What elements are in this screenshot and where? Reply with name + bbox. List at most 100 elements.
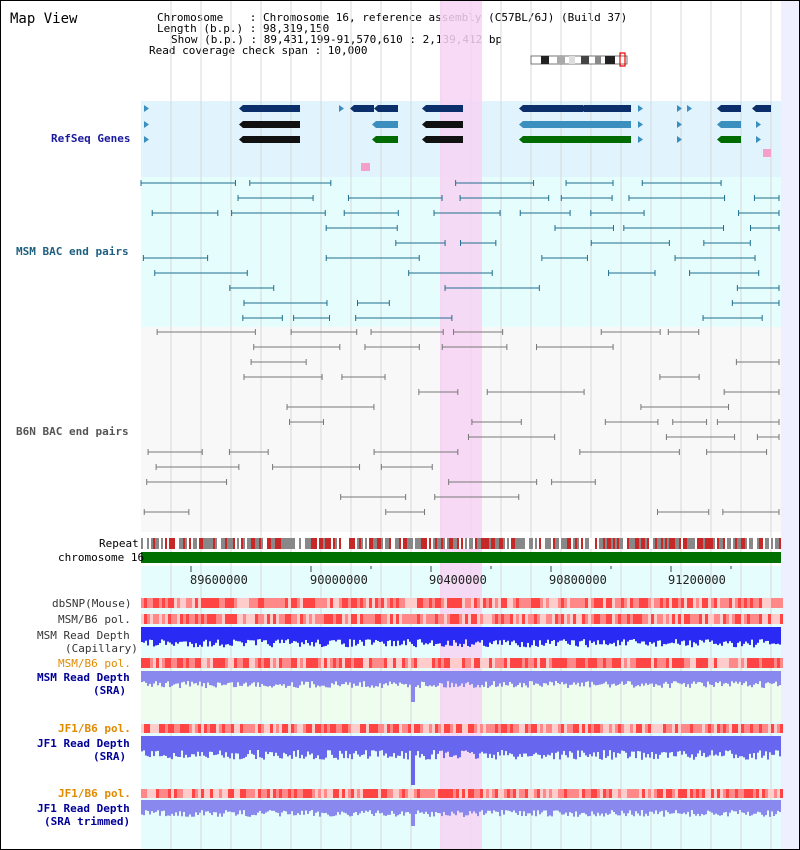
heat-cell bbox=[378, 614, 381, 624]
heat-cell bbox=[237, 658, 240, 668]
depth-bar bbox=[645, 627, 647, 645]
chromosome-ideogram[interactable] bbox=[530, 52, 628, 67]
repeat-block bbox=[253, 538, 255, 549]
heat-cell bbox=[165, 598, 168, 608]
read-depth-tracks[interactable] bbox=[141, 627, 781, 826]
depth-bar bbox=[255, 800, 257, 816]
depth-bar bbox=[191, 736, 193, 755]
heat-cell bbox=[750, 658, 753, 668]
depth-bar bbox=[575, 627, 577, 646]
gene-arrow bbox=[372, 121, 376, 128]
heat-cell bbox=[174, 614, 177, 624]
repeat-block bbox=[397, 538, 399, 549]
heat-cell bbox=[159, 724, 162, 733]
repeat-block bbox=[713, 538, 715, 549]
heat-cell bbox=[213, 724, 216, 733]
heat-cell bbox=[546, 724, 549, 733]
depth-bar bbox=[747, 736, 749, 760]
depth-bar bbox=[383, 671, 385, 685]
depth-bar bbox=[649, 627, 651, 642]
depth-bar bbox=[577, 671, 579, 683]
depth-bar bbox=[589, 627, 591, 641]
depth-bar bbox=[271, 736, 273, 753]
depth-bar bbox=[743, 627, 745, 644]
repeat-block bbox=[365, 538, 367, 549]
repeat-block bbox=[383, 538, 385, 549]
depth-bar bbox=[511, 627, 513, 642]
depth-bar bbox=[481, 627, 483, 641]
depth-bar bbox=[767, 800, 769, 811]
depth-bar bbox=[217, 736, 219, 755]
depth-bar bbox=[189, 627, 191, 643]
msm-bac-track[interactable] bbox=[140, 180, 780, 321]
depth-bar bbox=[173, 800, 175, 816]
b6n-bac-track[interactable] bbox=[143, 329, 780, 515]
depth-bar bbox=[257, 800, 259, 813]
heat-cell bbox=[303, 789, 306, 798]
heat-cell bbox=[399, 614, 402, 624]
heat-cell bbox=[384, 789, 387, 798]
repeat-track[interactable] bbox=[141, 538, 781, 549]
heat-cell bbox=[324, 598, 327, 608]
heat-cell bbox=[219, 724, 222, 733]
repeat-block bbox=[399, 538, 401, 549]
depth-bar bbox=[283, 627, 285, 644]
depth-bar bbox=[225, 736, 227, 753]
heat-cell bbox=[264, 614, 267, 624]
depth-bar bbox=[441, 736, 443, 751]
refseq-track[interactable] bbox=[144, 105, 771, 171]
depth-bar bbox=[519, 800, 521, 811]
highlight-region[interactable] bbox=[440, 1, 482, 849]
heat-cell bbox=[249, 789, 252, 798]
depth-bar bbox=[691, 671, 693, 684]
depth-bar bbox=[739, 627, 741, 642]
heat-cell bbox=[330, 724, 333, 733]
depth-bar bbox=[625, 671, 627, 684]
heat-cell bbox=[567, 658, 570, 668]
depth-bar bbox=[277, 736, 279, 756]
heatmap-tracks[interactable] bbox=[141, 598, 783, 798]
heat-cell bbox=[477, 614, 480, 624]
depth-bar bbox=[381, 736, 383, 751]
depth-bar bbox=[315, 627, 317, 643]
heat-cell bbox=[726, 614, 729, 624]
repeat-block bbox=[281, 538, 283, 549]
depth-bar bbox=[357, 800, 359, 816]
heat-cell bbox=[228, 614, 231, 624]
depth-bar bbox=[543, 627, 545, 646]
depth-bar bbox=[743, 736, 745, 758]
heat-cell bbox=[243, 789, 246, 798]
depth-bar bbox=[417, 736, 419, 752]
depth-bar bbox=[747, 800, 749, 812]
depth-bar bbox=[671, 736, 673, 753]
repeat-block bbox=[387, 538, 389, 549]
chromosome-bar[interactable] bbox=[141, 552, 781, 563]
heat-cell bbox=[558, 724, 561, 733]
heat-cell bbox=[477, 658, 480, 668]
depth-bar bbox=[529, 800, 531, 814]
depth-bar bbox=[229, 671, 231, 683]
heat-cell bbox=[456, 614, 459, 624]
depth-bar bbox=[473, 627, 475, 645]
repeat-block bbox=[233, 538, 235, 549]
heat-cell bbox=[207, 614, 210, 624]
depth-bar bbox=[397, 800, 399, 816]
depth-bar bbox=[251, 627, 253, 641]
depth-bar bbox=[649, 736, 651, 758]
depth-bar bbox=[483, 736, 485, 754]
repeat-block bbox=[199, 538, 201, 549]
depth-bar bbox=[367, 627, 369, 640]
depth-bar bbox=[163, 736, 165, 756]
repeat-block bbox=[667, 538, 669, 549]
heat-cell bbox=[369, 614, 372, 624]
heat-cell bbox=[267, 724, 270, 733]
heat-cell bbox=[393, 614, 396, 624]
repeat-block bbox=[413, 538, 415, 549]
depth-bar bbox=[661, 736, 663, 753]
depth-bar bbox=[687, 736, 689, 757]
heat-cell bbox=[744, 724, 747, 733]
heat-cell bbox=[330, 789, 333, 798]
heat-cell bbox=[303, 598, 306, 608]
depth-bar bbox=[367, 671, 369, 687]
